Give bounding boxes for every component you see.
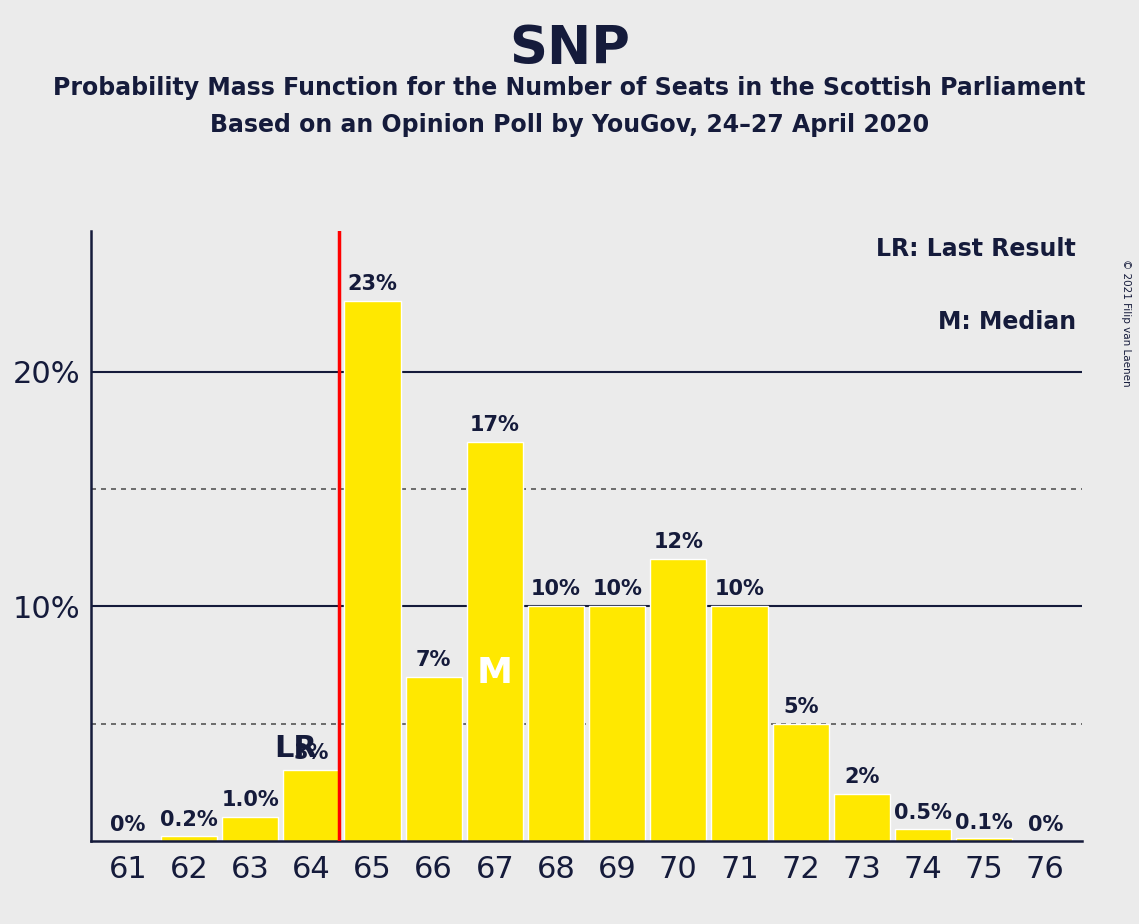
Text: M: M [477, 656, 513, 690]
Text: 1.0%: 1.0% [221, 790, 279, 810]
Text: © 2021 Filip van Laenen: © 2021 Filip van Laenen [1121, 259, 1131, 386]
Text: 17%: 17% [470, 415, 519, 435]
Text: 12%: 12% [654, 532, 703, 553]
Text: Based on an Opinion Poll by YouGov, 24–27 April 2020: Based on an Opinion Poll by YouGov, 24–2… [210, 113, 929, 137]
Bar [589, 606, 646, 841]
Text: 0%: 0% [110, 815, 146, 835]
Bar [650, 559, 706, 841]
Text: 23%: 23% [347, 274, 398, 295]
Bar [161, 836, 218, 841]
Bar [772, 723, 829, 841]
Bar [895, 829, 951, 841]
Bar [467, 442, 523, 841]
Text: 0.5%: 0.5% [894, 803, 952, 823]
Bar [405, 676, 461, 841]
Bar [834, 794, 890, 841]
Text: Probability Mass Function for the Number of Seats in the Scottish Parliament: Probability Mass Function for the Number… [54, 76, 1085, 100]
Bar [527, 606, 584, 841]
Text: 10%: 10% [592, 579, 642, 600]
Text: 0%: 0% [1027, 815, 1063, 835]
Text: SNP: SNP [509, 23, 630, 75]
Text: 0.1%: 0.1% [956, 812, 1013, 833]
Text: 3%: 3% [294, 744, 329, 763]
Text: 10%: 10% [714, 579, 764, 600]
Text: 2%: 2% [844, 767, 879, 787]
Bar [222, 818, 278, 841]
Text: 7%: 7% [416, 650, 451, 670]
Text: LR: LR [274, 735, 318, 763]
Text: 10%: 10% [531, 579, 581, 600]
Text: M: Median: M: Median [937, 310, 1076, 334]
Text: 5%: 5% [782, 697, 819, 716]
Bar [956, 838, 1013, 841]
Text: LR: Last Result: LR: Last Result [876, 237, 1076, 261]
Bar [284, 771, 339, 841]
Text: 0.2%: 0.2% [161, 810, 218, 831]
Bar [344, 301, 401, 841]
Bar [712, 606, 768, 841]
